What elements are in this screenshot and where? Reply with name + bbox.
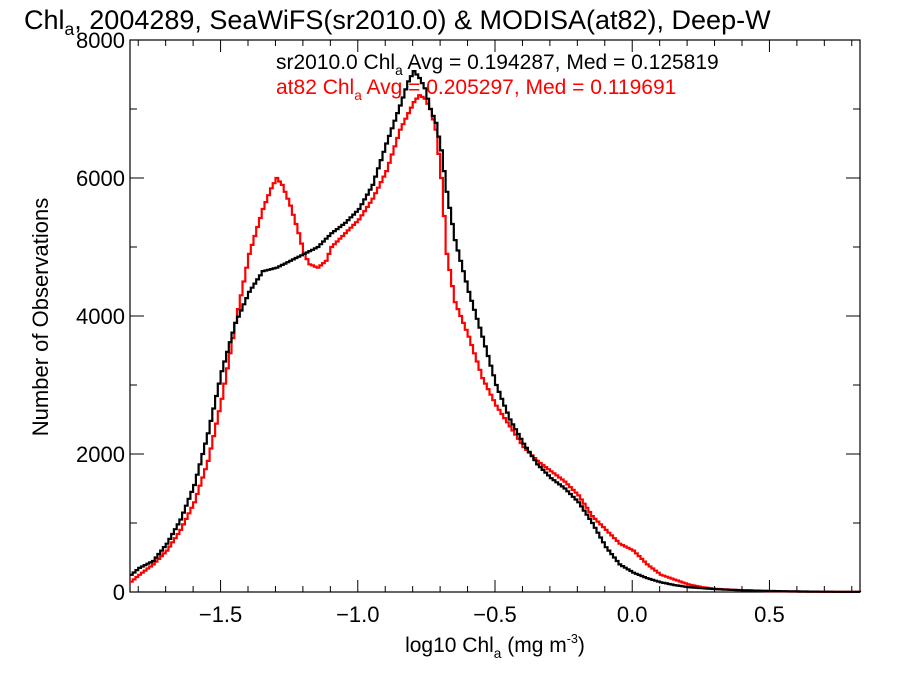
- x-tick-label: 0.0: [617, 602, 648, 627]
- series-line-at82: [130, 94, 862, 593]
- axis-ticks: −1.5 −1.0 −0.5 0.0 0.5 0 2000 4000 6000 8000: [76, 28, 860, 627]
- x-tick-label: 0.5: [754, 602, 785, 627]
- x-label-text: log10 Chla (mg m-3): [405, 632, 585, 661]
- x-tick-label: −0.5: [473, 602, 516, 627]
- x-axis-label: log10 Chla (mg m-3): [405, 632, 585, 661]
- y-tick-label: 2000: [76, 442, 125, 467]
- x-tick-label: −1.5: [199, 602, 242, 627]
- y-tick-label: 0: [113, 580, 125, 605]
- annotations: sr2010.0 Chla Avg = 0.194287, Med = 0.12…: [276, 51, 719, 103]
- chart-title: Chla, 2004289, SeaWiFS(sr2010.0) & MODIS…: [24, 5, 771, 39]
- y-tick-label: 8000: [76, 28, 125, 53]
- series-lines: [130, 70, 862, 593]
- x-tick-label: −1.0: [336, 602, 379, 627]
- title-text: Chla, 2004289, SeaWiFS(sr2010.0) & MODIS…: [24, 5, 771, 39]
- annotation-text: at82 Chla Avg = 0.205297, Med = 0.119691: [276, 76, 676, 103]
- annotation-text: sr2010.0 Chla Avg = 0.194287, Med = 0.12…: [276, 51, 719, 78]
- y-tick-label: 6000: [76, 166, 125, 191]
- series-line-sr2010.0: [130, 70, 862, 593]
- y-axis-label: Number of Observations: [28, 198, 53, 436]
- y-tick-label: 4000: [76, 304, 125, 329]
